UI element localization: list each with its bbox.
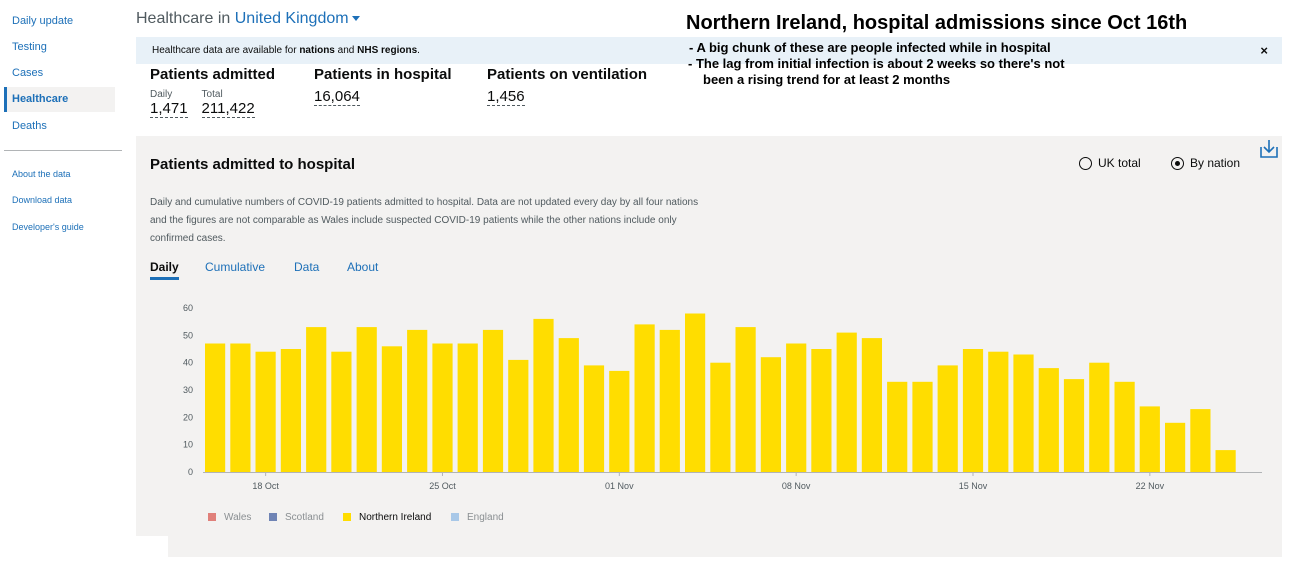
annotation-line: - The lag from initial infection is abou… bbox=[688, 56, 1065, 71]
area-selector[interactable]: United Kingdom bbox=[235, 10, 360, 27]
legend-label: Northern Ireland bbox=[359, 512, 432, 523]
page-title: Healthcare in United Kingdom bbox=[136, 10, 360, 28]
total-value[interactable]: 211,422 bbox=[201, 100, 255, 118]
radio-by-nation-label: By nation bbox=[1190, 156, 1241, 170]
legend-label: England bbox=[467, 512, 504, 523]
sidebar-item-cases[interactable]: Cases bbox=[12, 67, 44, 79]
in-hospital-value[interactable]: 16,064 bbox=[314, 88, 360, 106]
headline-patients-in-hospital: Patients in hospital 16,064 bbox=[314, 66, 452, 106]
daily-value[interactable]: 1,471 bbox=[150, 100, 188, 118]
headline-label: Patients admitted bbox=[150, 66, 276, 83]
tab-daily[interactable]: Daily bbox=[150, 260, 179, 280]
legend-item-scotland[interactable]: Scotland bbox=[269, 512, 324, 523]
legend-item-wales[interactable]: Wales bbox=[208, 512, 251, 523]
sidebar-link-about-data[interactable]: About the data bbox=[12, 169, 71, 179]
legend-swatch bbox=[208, 513, 216, 522]
notice-regions-link[interactable]: NHS regions bbox=[357, 45, 418, 56]
sidebar-divider bbox=[4, 150, 122, 151]
close-icon[interactable]: × bbox=[1260, 43, 1268, 58]
download-icon[interactable] bbox=[1258, 138, 1280, 160]
legend-swatch bbox=[269, 513, 277, 522]
sidebar-item-testing[interactable]: Testing bbox=[12, 41, 47, 53]
radio-checked-icon bbox=[1171, 157, 1184, 171]
headline-label: Patients on ventilation bbox=[487, 66, 648, 83]
page-title-prefix: Healthcare in bbox=[136, 10, 231, 27]
notice-text-and: and bbox=[334, 45, 358, 56]
caret-down-icon bbox=[351, 16, 360, 22]
sidebar-item-deaths[interactable]: Deaths bbox=[12, 120, 47, 132]
radio-uk-total[interactable]: UK total bbox=[1079, 156, 1141, 171]
annotation-line: - A big chunk of these are people infect… bbox=[689, 40, 1051, 55]
notice-text: Healthcare data are available for nation… bbox=[152, 45, 420, 56]
legend-item-northern-ireland[interactable]: Northern Ireland bbox=[343, 512, 431, 523]
radio-unchecked-icon bbox=[1079, 157, 1092, 171]
annotation-line: been a rising trend for at least 2 month… bbox=[703, 72, 951, 87]
legend-swatch bbox=[451, 513, 459, 522]
tab-about[interactable]: About bbox=[347, 260, 379, 274]
headline-patients-on-ventilation: Patients on ventilation 1,456 bbox=[487, 66, 647, 106]
sidebar-item-daily-update[interactable]: Daily update bbox=[12, 15, 74, 27]
sidebar-item-healthcare[interactable]: Healthcare bbox=[4, 87, 115, 112]
card-title: Patients admitted to hospital bbox=[150, 156, 356, 173]
notice-nations-link[interactable]: nations bbox=[299, 45, 335, 56]
annotation-overlay: Northern Ireland, hospital admissions si… bbox=[686, 12, 1226, 88]
legend-swatch bbox=[343, 513, 351, 522]
sidebar-link-developers-guide[interactable]: Developer's guide bbox=[12, 222, 84, 232]
legend-label: Wales bbox=[224, 512, 252, 523]
daily-label: Daily bbox=[150, 89, 173, 100]
chart-card-footer bbox=[168, 536, 1282, 557]
area-selector-label: United Kingdom bbox=[234, 10, 349, 27]
notice-banner: Healthcare data are available for nation… bbox=[136, 37, 1282, 64]
notice-text-before: Healthcare data are available for bbox=[152, 45, 300, 56]
legend-label: Scotland bbox=[285, 512, 324, 523]
annotation-title: Northern Ireland, hospital admissions si… bbox=[686, 12, 1188, 34]
sidebar-link-download-data[interactable]: Download data bbox=[12, 195, 73, 205]
headline-patients-admitted: Patients admitted Daily 1,471 Total 211,… bbox=[150, 66, 275, 118]
legend-item-england[interactable]: England bbox=[451, 512, 504, 523]
headline-label: Patients in hospital bbox=[314, 66, 452, 83]
tab-data[interactable]: Data bbox=[294, 260, 320, 274]
ventilation-value[interactable]: 1,456 bbox=[487, 88, 525, 106]
card-description: Daily and cumulative numbers of COVID-19… bbox=[150, 197, 699, 244]
total-label: Total bbox=[201, 89, 223, 100]
tab-cumulative[interactable]: Cumulative bbox=[205, 260, 266, 274]
radio-uk-total-label: UK total bbox=[1098, 156, 1141, 170]
radio-by-nation[interactable]: By nation bbox=[1171, 156, 1241, 171]
notice-text-end: . bbox=[417, 45, 420, 56]
